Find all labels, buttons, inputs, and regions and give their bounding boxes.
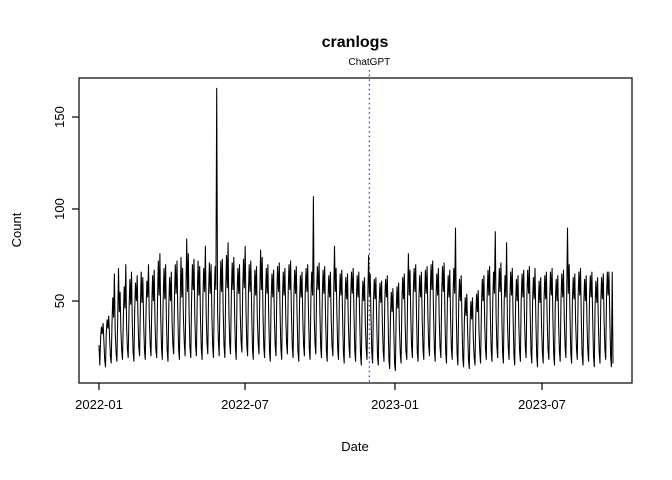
x-axis-label: Date — [341, 439, 368, 454]
x-tick-label-2023-01: 2023-01 — [371, 397, 419, 412]
x-axis-ticks — [98, 383, 543, 390]
timeseries-line — [98, 87, 614, 371]
x-tick-label-2023-07: 2023-07 — [518, 397, 566, 412]
y-tick-label-50: 50 — [52, 294, 67, 308]
y-axis-label: Count — [9, 212, 24, 247]
y-tick-label-100: 100 — [52, 198, 67, 220]
y-axis-ticks — [72, 116, 79, 302]
x-tick-label-2022-01: 2022-01 — [75, 397, 123, 412]
chatgpt-annotation-label: ChatGPT — [349, 57, 391, 68]
chart-title: cranlogs — [322, 34, 389, 51]
x-tick-label-2022-07: 2022-07 — [221, 397, 269, 412]
plot-area — [78, 77, 633, 384]
y-tick-label-150: 150 — [52, 106, 67, 128]
